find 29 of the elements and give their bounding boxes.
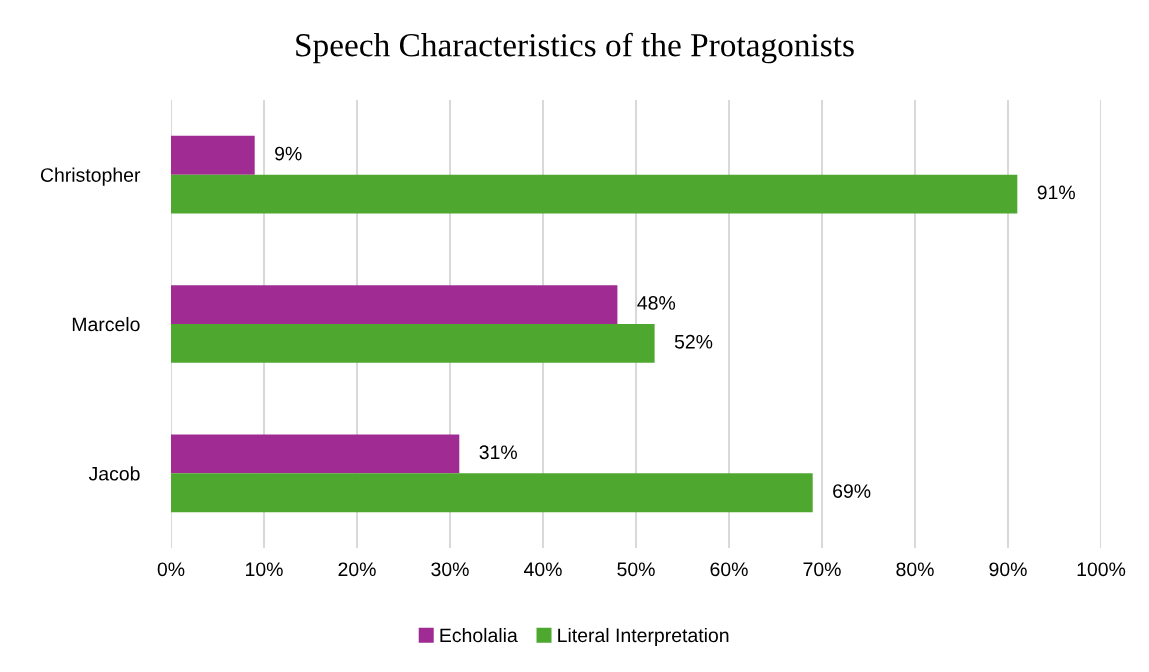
- x-tick-label: 50%: [617, 562, 655, 577]
- x-tick-label: 0%: [157, 562, 185, 577]
- x-tick-label: 80%: [896, 562, 934, 577]
- bar: [171, 174, 1018, 214]
- y-tick-label: Christopher: [40, 167, 141, 186]
- data-label: 69%: [833, 484, 871, 498]
- bar: [171, 135, 255, 175]
- x-tick-label: 90%: [989, 562, 1027, 577]
- x-tick-label: 20%: [338, 562, 376, 577]
- bar: [171, 285, 618, 324]
- x-tick-label: 100%: [1077, 562, 1126, 577]
- y-tick-label: Marcelo: [72, 316, 140, 332]
- legend-label: Echolalia: [440, 627, 518, 643]
- x-tick-label: 60%: [710, 562, 748, 577]
- x-tick-label: 30%: [431, 562, 469, 577]
- x-tick-label: 40%: [523, 562, 562, 577]
- data-label: 9%: [275, 146, 302, 161]
- legend-label: Literal Interpretation: [558, 627, 729, 647]
- bar: [171, 473, 813, 513]
- data-label: 52%: [674, 334, 713, 349]
- bar: [171, 324, 655, 363]
- data-label: 48%: [637, 296, 676, 310]
- bar: [171, 434, 460, 474]
- y-tick-label: Jacob: [88, 466, 140, 481]
- data-label: 91%: [1037, 185, 1075, 200]
- chart-title: Speech Characteristics of the Protagonists: [296, 32, 854, 64]
- data-label: 31%: [479, 445, 517, 460]
- x-tick-label: 10%: [246, 562, 283, 577]
- x-tick-label: 70%: [803, 562, 841, 577]
